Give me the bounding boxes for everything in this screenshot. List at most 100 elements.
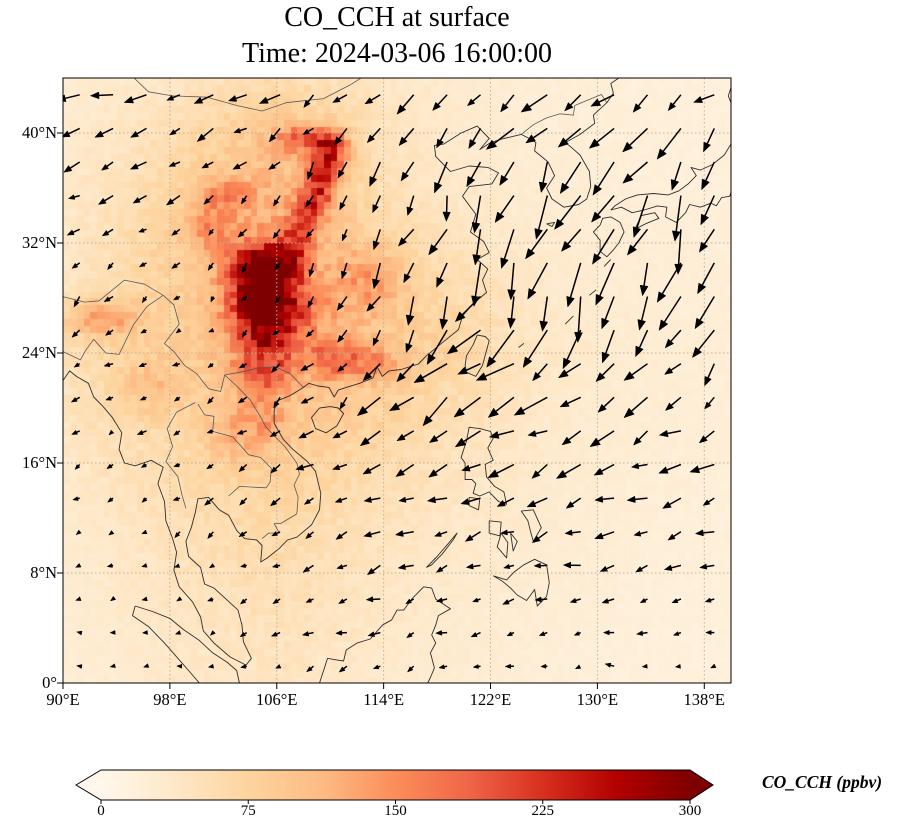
wind-arrow-shaft [338, 94, 348, 100]
wind-arrow-shaft [373, 631, 381, 635]
wind-arrow-shaft [368, 363, 381, 376]
wind-arrow-head [658, 466, 669, 474]
wind-arrow-shaft [275, 363, 281, 369]
wind-arrow-head [438, 664, 446, 670]
wind-arrow-head [300, 364, 309, 372]
wind-arrow-head [639, 597, 647, 604]
wind-arrow-shaft [435, 497, 448, 501]
wind-arrow-shaft [343, 665, 348, 670]
wind-arrow-shaft [341, 329, 348, 338]
wind-arrow-shaft [132, 94, 147, 101]
wind-arrow-head [334, 497, 343, 503]
wind-arrow-shaft [408, 329, 415, 345]
wind-arrow-shaft [465, 363, 481, 372]
wind-arrow-shaft [276, 195, 281, 202]
wind-arrow-head [531, 470, 541, 479]
wind-arrow-shaft [239, 127, 247, 132]
wind-arrow-head [104, 329, 112, 336]
wind-arrow-head [470, 631, 478, 638]
wind-arrow-shaft [143, 362, 147, 366]
wind-arrow-shaft [503, 497, 515, 504]
wind-arrow-head [141, 562, 148, 568]
wind-arrow-shaft [708, 396, 715, 405]
wind-arrow-head [623, 407, 635, 419]
wind-arrow-shaft [510, 296, 515, 319]
wind-arrow-head [302, 128, 310, 135]
wind-arrow-head [94, 130, 104, 138]
wind-arrow-head [573, 631, 580, 636]
wind-arrow-head [639, 284, 649, 297]
wind-arrow-shaft [565, 127, 582, 142]
wind-arrow-shaft [235, 94, 247, 100]
wind-arrow-head [540, 663, 547, 669]
coastline-path [303, 125, 522, 398]
wind-arrow-head [485, 139, 498, 150]
wind-arrow-shaft [98, 94, 114, 97]
colorbar-max-arrow [690, 770, 713, 800]
wind-arrow-shaft [522, 396, 548, 412]
wind-arrow-shaft [243, 531, 248, 535]
wind-arrow-shaft [111, 497, 114, 500]
wind-arrow-head [362, 467, 372, 475]
border-line [165, 402, 196, 509]
wind-arrow-shaft [661, 262, 682, 295]
wind-arrow-head [538, 181, 548, 194]
plot-time-subtitle: Time: 2024-03-06 16:00:00 [241, 38, 553, 69]
wind-arrow-head [656, 291, 667, 303]
wind-arrow-shaft [597, 195, 615, 215]
wind-arrow-shaft [338, 430, 348, 436]
wind-arrow-shaft [309, 228, 315, 234]
wind-arrow-shaft [277, 262, 281, 267]
plot-title: CO_CCH at surface [284, 2, 510, 33]
wind-arrow-shaft [372, 161, 381, 179]
wind-arrow-head [465, 563, 474, 570]
wind-arrow-shaft [241, 228, 248, 234]
wind-arrow-shaft [110, 463, 114, 467]
wind-arrow-head [172, 496, 179, 501]
wind-arrow-head [176, 596, 183, 602]
wind-arrow-shaft [670, 363, 682, 371]
wind-arrow-shaft [674, 161, 682, 181]
wind-arrow-head [336, 302, 345, 312]
wind-arrow-head [341, 270, 348, 280]
wind-arrow-shaft [402, 363, 415, 376]
wind-arrow-head [436, 138, 444, 149]
wind-arrow-head [475, 372, 488, 381]
border-line [133, 78, 362, 112]
wind-arrow-shaft [276, 631, 281, 635]
wind-arrow-head [306, 666, 313, 673]
wind-arrow-head [268, 133, 277, 143]
wind-arrow-shaft [706, 564, 715, 568]
wind-arrow-shaft [435, 463, 448, 474]
wind-arrow-shaft [444, 665, 448, 668]
wind-arrow-head [335, 630, 343, 636]
coastline-path [520, 509, 542, 542]
wind-arrow-head [626, 244, 638, 256]
wind-arrow-head [671, 230, 681, 242]
wind-arrow-shaft [635, 497, 648, 501]
wind-arrow-shaft [101, 127, 114, 135]
wind-arrow-shaft [642, 631, 648, 635]
wind-arrow-head [594, 495, 604, 503]
wind-arrow-shaft [177, 396, 181, 400]
wind-arrow-head [396, 433, 406, 442]
wind-arrow-shaft [142, 430, 147, 434]
wind-arrow-head [356, 405, 369, 417]
wind-arrow-shaft [341, 363, 348, 369]
wind-arrow-head [701, 178, 710, 191]
wind-arrow-head [241, 266, 248, 274]
wind-arrow-shaft [242, 396, 248, 401]
colorbar-tick-label: 150 [384, 803, 407, 819]
wind-arrow-shaft [372, 564, 381, 572]
wind-arrow-head [268, 163, 276, 170]
wind-arrow-shaft [564, 161, 582, 186]
wind-arrow-shaft [108, 295, 114, 300]
wind-arrow-head [591, 211, 602, 223]
wind-arrow-head [363, 531, 372, 538]
border-line [224, 374, 300, 524]
wind-arrow-head [173, 563, 181, 568]
wind-arrow-shaft [535, 430, 548, 435]
wind-arrow-head [562, 561, 572, 569]
wind-arrow-head [173, 396, 180, 402]
wind-arrow-shaft [629, 161, 648, 178]
